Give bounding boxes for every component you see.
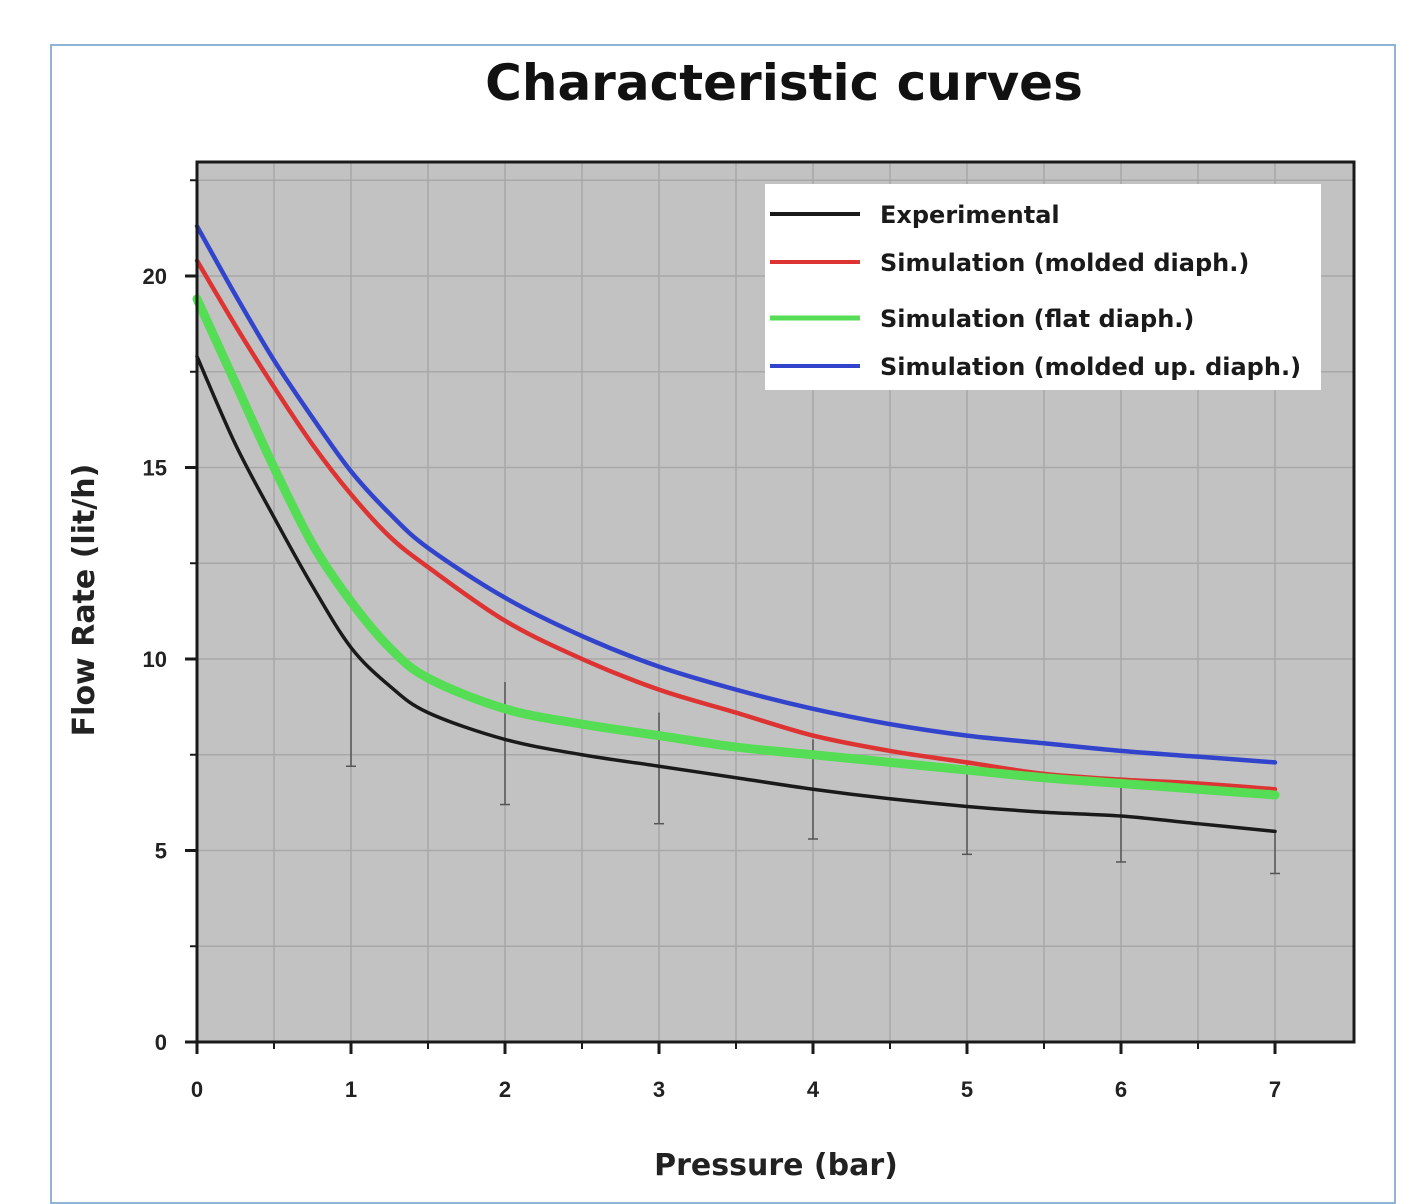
legend-label: Simulation (molded diaph.) [880, 249, 1249, 277]
y-tick-label: 10 [143, 647, 167, 672]
axis-ticks: 0 1 2 3 4 5 6 7 0 5 10 15 20 [143, 179, 1281, 1102]
y-axis-label: Flow Rate (lit/h) [67, 464, 102, 737]
x-tick-label: 0 [191, 1077, 203, 1102]
x-tick-label: 7 [1269, 1077, 1281, 1102]
legend-label: Simulation (molded up. diaph.) [880, 353, 1301, 381]
x-axis-label: Pressure (bar) [654, 1148, 898, 1179]
y-tick-label: 15 [143, 456, 167, 481]
legend-label: Experimental [880, 201, 1060, 229]
x-tick-label: 6 [1115, 1077, 1127, 1102]
x-tick-label: 5 [961, 1077, 973, 1102]
plot-border [195, 160, 1356, 1044]
chart-title: Characteristic curves [485, 54, 1083, 112]
x-tick-label: 2 [499, 1077, 511, 1102]
y-tick-label: 0 [155, 1030, 167, 1055]
x-tick-label: 4 [807, 1077, 820, 1102]
series-lines [192, 223, 1280, 834]
series-line-experimental [195, 354, 1277, 834]
chart-svg: Characteristic curves 0 1 2 3 4 5 6 7 0 5 10 15 20 E… [67, 54, 1356, 1179]
y-tick-label: 5 [155, 839, 167, 864]
x-tick-label: 1 [345, 1077, 357, 1102]
legend-box [765, 184, 1321, 390]
legend-label: Simulation (flat diaph.) [880, 305, 1194, 333]
series-line-simulation-molded-up-diaph [194, 223, 1278, 765]
series-line-simulation-flat-diaph [192, 294, 1280, 800]
x-tick-label: 3 [653, 1077, 665, 1102]
legend: Experimental Simulation (molded diaph.) Si… [765, 184, 1321, 390]
y-tick-label: 20 [143, 264, 167, 289]
